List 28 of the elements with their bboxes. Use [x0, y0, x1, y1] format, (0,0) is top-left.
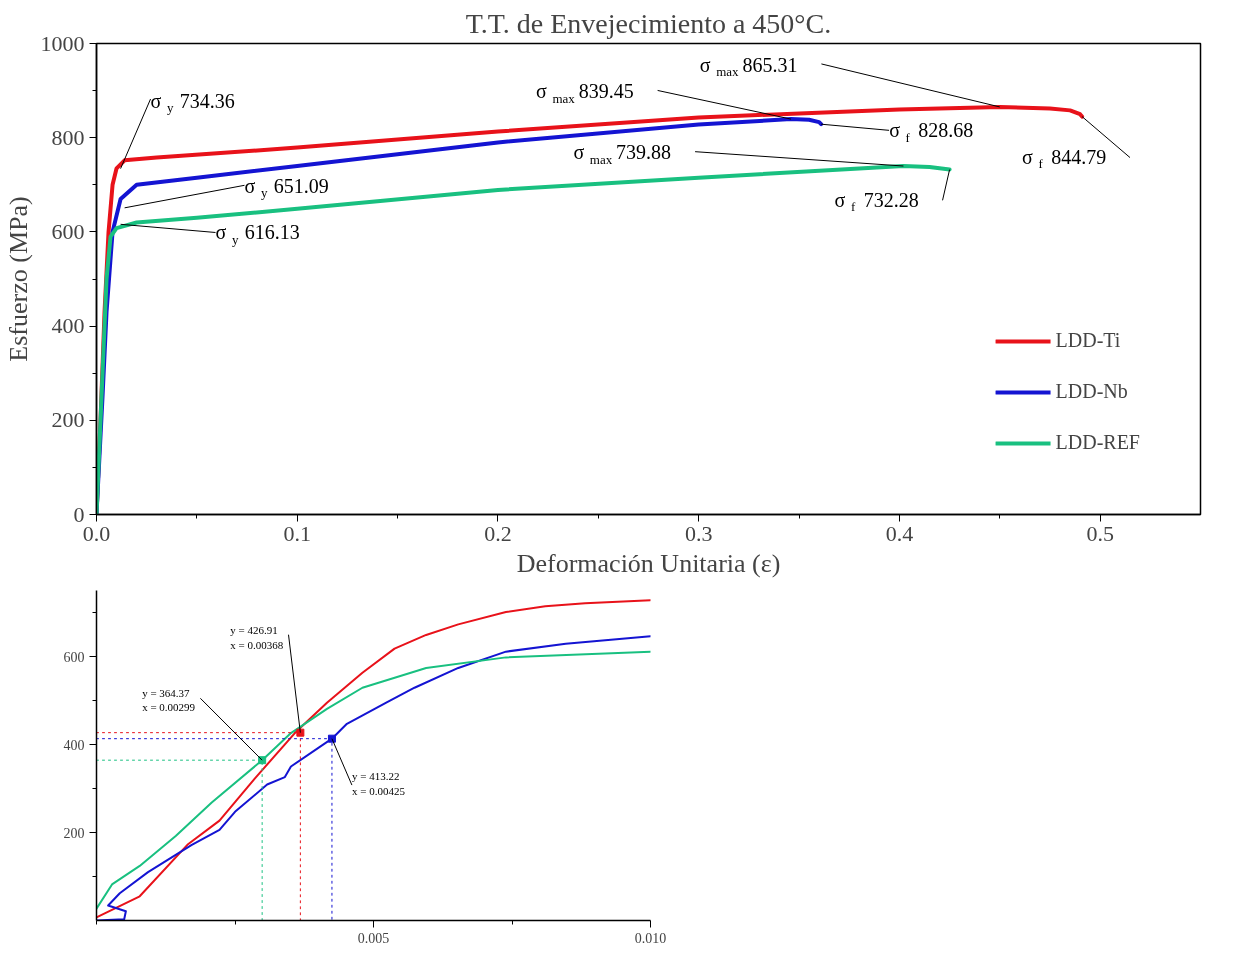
y-tick-label: 600 [63, 649, 85, 665]
x-tick-label: 0.4 [885, 520, 914, 546]
x-tick-label: 0.1 [283, 520, 311, 546]
x-tick-label: 0.2 [484, 520, 512, 546]
x-tick-label: 0.5 [1086, 520, 1114, 546]
x-tick-label: 0.010 [634, 930, 667, 946]
legend-label: LDD-Nb [1055, 380, 1128, 403]
annotation: y = 413.22 x = 0.00425 [351, 770, 406, 797]
legend-label: LDD-Ti [1055, 329, 1121, 352]
annotation: y = 364.37 x = 0.00299 [142, 686, 196, 714]
x-axis-title: Deformación Unitaria (ε) [516, 548, 781, 578]
annotation: y = 426.91 x = 0.00368 [230, 624, 284, 651]
y-axis-title: Esfuerzo (MPa) [3, 196, 33, 362]
x-tick-label: 0.0 [82, 520, 111, 546]
y-tick-label: 400 [63, 737, 85, 753]
y-tick-label: 400 [51, 313, 85, 339]
y-tick-label: 0 [73, 501, 85, 527]
y-tick-label: 1000 [40, 30, 85, 56]
line-series [96, 164, 952, 515]
x-tick-label: 0.3 [684, 520, 713, 546]
point [258, 756, 267, 765]
y-tick-label: 800 [51, 124, 85, 150]
legend-label: LDD-REF [1055, 431, 1140, 454]
y-tick-label: 200 [63, 825, 85, 841]
y-tick-label: 600 [51, 218, 85, 244]
x-tick-label: 0.005 [357, 930, 390, 946]
chart-title: T.T. de Envejecimiento a 450°C. [465, 7, 832, 39]
y-tick-label: 200 [51, 407, 85, 433]
